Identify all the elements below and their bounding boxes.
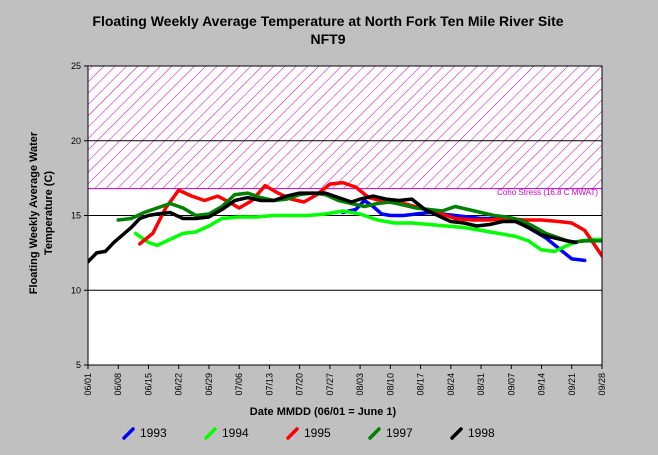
y-tick-label: 25 (71, 61, 81, 71)
legend-swatch-1998 (450, 427, 463, 440)
series-lines (88, 180, 602, 264)
y-axis-label-line1: Floating Weekly Average Water (28, 131, 40, 294)
band-label: Coho Stress (16.8 C MWAT) (497, 188, 598, 197)
legend-swatch-1993 (122, 427, 135, 440)
x-tick-label: 07/13 (264, 373, 274, 396)
legend-label-1993: 1993 (140, 426, 167, 440)
x-tick-label: 09/28 (597, 373, 607, 396)
y-axis: 5 10 15 20 25 (71, 61, 88, 370)
x-tick-label: 06/29 (204, 373, 214, 396)
y-tick-label: 10 (71, 285, 81, 295)
x-tick-label: 07/20 (295, 373, 305, 396)
x-tick-label: 08/03 (355, 373, 365, 396)
x-tick-label: 07/06 (234, 373, 244, 396)
legend-swatch-1995 (286, 427, 299, 440)
legend-label-1995: 1995 (304, 426, 331, 440)
y-tick-label: 20 (71, 136, 81, 146)
x-tick-label: 09/07 (506, 373, 516, 396)
x-tick-label: 07/27 (325, 373, 335, 396)
threshold-band-fill (87, 65, 603, 190)
legend-swatch-1994 (204, 427, 217, 440)
x-tick-label: 08/24 (446, 373, 456, 396)
threshold-band (87, 65, 603, 190)
x-tick-label: 06/08 (113, 373, 123, 396)
chart-subtitle: NFT9 (311, 31, 346, 47)
legend-swatch-1997 (368, 427, 381, 440)
x-tick-label: 09/21 (567, 373, 577, 396)
legend-label-1997: 1997 (386, 426, 413, 440)
series-line-1998 (88, 191, 578, 264)
x-tick-label: 08/31 (476, 373, 486, 396)
chart-title: Floating Weekly Average Temperature at N… (92, 13, 563, 29)
x-tick-label: 08/17 (416, 373, 426, 396)
legend: 1993 1994 1995 1997 1998 (122, 426, 495, 440)
y-axis-label-line2: Temperature (C) (43, 171, 55, 255)
y-tick-label: 5 (76, 360, 81, 370)
x-tick-label: 08/10 (385, 373, 395, 396)
legend-label-1998: 1998 (468, 426, 495, 440)
series-line-1997 (116, 191, 602, 245)
x-tick-label: 06/15 (143, 373, 153, 396)
x-axis-label: Date MMDD (06/01 = June 1) (250, 406, 397, 418)
y-tick-label: 15 (71, 211, 81, 221)
series-line-1994 (133, 209, 602, 254)
x-tick-label: 06/22 (174, 373, 184, 396)
x-tick-label: 09/14 (537, 373, 547, 396)
x-axis: 06/01 06/08 06/15 06/22 06/29 07/06 07/13 07/20… (83, 365, 607, 396)
legend-label-1994: 1994 (222, 426, 249, 440)
x-tick-label: 06/01 (83, 373, 93, 396)
